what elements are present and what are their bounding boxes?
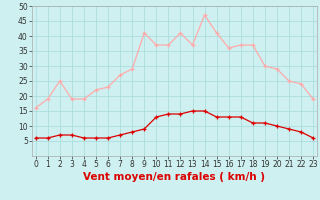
X-axis label: Vent moyen/en rafales ( km/h ): Vent moyen/en rafales ( km/h ) <box>84 172 265 182</box>
